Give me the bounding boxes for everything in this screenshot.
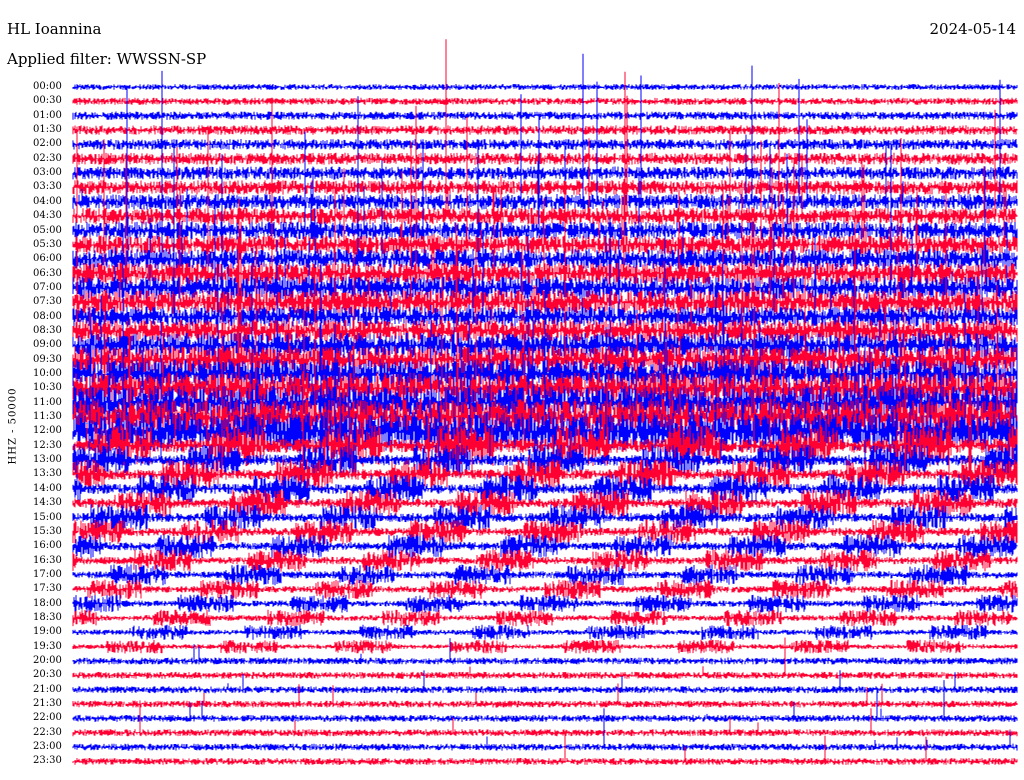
time-tick-label: 01:30 [33,124,62,136]
time-tick-label: 23:00 [33,741,62,753]
trace-row [72,88,1018,240]
time-tick-label: 05:00 [33,224,62,236]
time-tick-label: 00:00 [33,81,62,92]
time-tick-label: 08:30 [33,324,62,336]
time-tick-label: 22:30 [33,726,62,738]
trace-row [72,534,1018,558]
time-tick-label: 19:30 [33,640,62,652]
time-tick-label: 10:00 [33,368,62,379]
trace-row [72,141,1018,300]
time-tick-label: 14:00 [33,482,62,494]
time-tick-label: 18:00 [33,597,62,609]
time-tick-label: 21:30 [33,698,62,710]
trace-row [72,549,1018,572]
trace-row [72,609,1018,627]
time-tick-label: 03:00 [33,167,62,179]
trace-row [72,680,1018,722]
filter-label: Applied filter: WWSSN-SP [7,50,207,68]
trace-row [72,624,1018,640]
trace-row [72,504,1018,531]
trace-row [72,683,1018,708]
time-tick-label: 23:30 [33,755,62,767]
trace-row [72,519,1018,545]
trace-row [72,117,1018,255]
time-tick-label: 04:00 [33,195,62,207]
time-tick-label: 02:00 [33,138,62,150]
time-tick-label: 04:30 [33,210,62,222]
time-tick-label: 15:30 [33,525,62,537]
time-tick-label: 00:30 [33,95,62,107]
time-tick-label: 15:00 [33,511,62,523]
trace-row [72,139,1018,150]
time-tick-label: 16:30 [33,554,62,566]
trace-row [72,97,1018,285]
trace-row [72,227,1018,420]
time-tick-label: 13:00 [33,454,62,466]
time-tick-label: 19:00 [33,626,62,638]
trace-row [72,639,1018,654]
time-tick-label: 02:30 [33,152,62,164]
trace-row [72,579,1018,599]
trace-row [72,97,1018,105]
time-tick-label: 06:00 [33,253,62,265]
trace-row [72,111,1018,120]
time-tick-label: 17:30 [33,583,62,595]
trace-row [72,564,1018,586]
time-tick-label: 06:30 [33,267,62,279]
trace-row [72,146,1018,327]
time-tick-label: 12:00 [33,425,62,437]
trace-row [72,638,1018,665]
time-tick-label: 01:00 [33,109,62,121]
time-tick-label: 17:00 [33,568,62,580]
time-tick-label: 09:30 [33,353,62,365]
time-tick-label: 11:00 [33,396,62,408]
time-tick-label: 20:00 [33,655,62,666]
date-label: 2024-05-14 [929,20,1016,38]
time-tick-label: 05:30 [33,238,62,250]
time-tick-label: 14:30 [33,497,62,509]
trace-row [72,594,1018,613]
station-title: HL Ioannina [7,20,102,38]
time-tick-label: 08:00 [33,310,62,322]
time-tick-label: 13:30 [33,468,62,480]
trace-row [72,84,1018,90]
time-tick-label: 16:00 [33,540,62,552]
time-tick-label: 03:30 [33,181,62,193]
time-tick-label: 20:30 [33,669,62,681]
time-tick-label: 21:00 [33,683,62,695]
time-tick-label: 22:00 [33,712,62,724]
time-tick-label: 11:30 [33,411,62,423]
trace-row [72,700,1018,737]
time-tick-label: 07:30 [33,296,62,308]
time-tick-label: 07:00 [33,281,62,293]
trace-row [72,217,1018,358]
trace-row [72,734,1018,765]
trace-row [72,298,1018,490]
trace-row [72,39,1018,225]
trace-row [72,152,1018,165]
trace-row [72,637,1018,679]
trace-row [72,161,1018,315]
time-tick-label: 10:30 [33,382,62,394]
trace-row [72,166,1018,180]
trace-row [72,708,1018,751]
trace-row [72,180,1018,343]
time-tick-label: 18:30 [33,611,62,623]
trace-row [72,125,1018,135]
trace-row [72,670,1018,694]
trace-row [72,180,1018,195]
time-tick-label: 09:00 [33,339,62,351]
time-tick-label: 12:30 [33,439,62,451]
